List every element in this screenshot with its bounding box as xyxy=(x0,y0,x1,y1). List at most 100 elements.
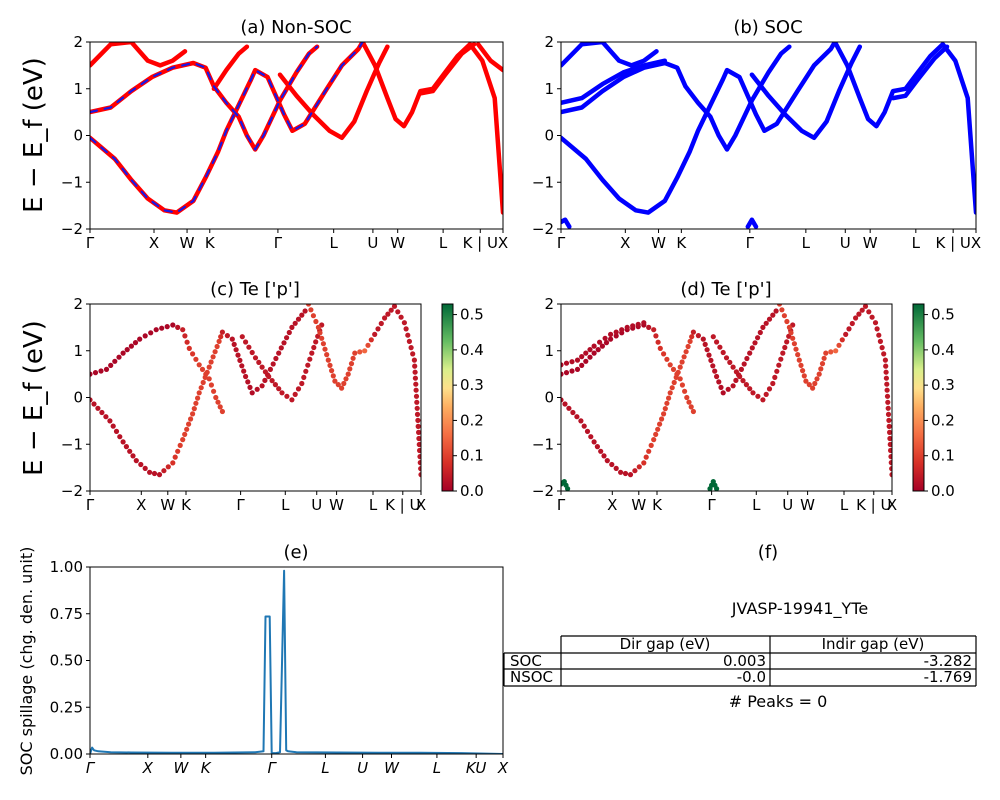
band-point xyxy=(821,355,827,361)
x-tick-label: Γ xyxy=(707,496,716,514)
x-tick-label: K xyxy=(181,496,192,514)
band-point xyxy=(661,411,667,417)
y-tick-label: 0 xyxy=(544,127,554,145)
panel-a-ylabel: E − E_f (eV) xyxy=(19,57,49,213)
band-point xyxy=(784,318,790,325)
band-point xyxy=(670,366,677,372)
y-tick-label: 0 xyxy=(73,389,83,407)
band-point xyxy=(655,426,661,432)
band-point xyxy=(313,318,319,325)
x-tick-label: U xyxy=(357,759,368,777)
x-tick-label: K xyxy=(676,234,687,252)
band-point xyxy=(561,362,564,368)
panel-e-frame xyxy=(89,566,504,755)
y-tick-label: 1 xyxy=(73,80,83,98)
band-point xyxy=(110,423,116,429)
colorbar-tick-label: 0.0 xyxy=(931,482,955,500)
band-point xyxy=(216,338,222,344)
band-point xyxy=(212,349,218,355)
band-point xyxy=(630,323,636,329)
band-point xyxy=(215,399,221,405)
band-point xyxy=(740,378,746,384)
band-point xyxy=(886,423,892,429)
band-point xyxy=(772,374,778,380)
band-point xyxy=(646,324,652,330)
band-point xyxy=(770,312,776,318)
panel-e-xticks: Γ X W K Γ L U W L KU X xyxy=(86,754,509,777)
band-point xyxy=(685,343,691,350)
band-point xyxy=(714,486,720,491)
band-line xyxy=(561,58,668,106)
band-point xyxy=(569,359,575,365)
x-tick-label: X xyxy=(607,496,617,514)
band-point xyxy=(262,377,268,383)
x-tick-label: X xyxy=(416,496,426,514)
band-point xyxy=(579,362,585,368)
band-point xyxy=(276,350,282,356)
panel-f-title: (f) xyxy=(758,542,778,563)
band-point xyxy=(414,399,420,405)
band-point xyxy=(403,326,409,332)
band-line xyxy=(561,44,792,152)
band-point xyxy=(172,454,178,460)
band-point xyxy=(681,354,687,360)
band-point xyxy=(325,357,331,363)
panel-f-subtitle: JVASP-19941_YTe xyxy=(731,599,868,619)
band-point xyxy=(781,313,788,319)
band-point xyxy=(714,373,720,380)
y-tick-label: −1 xyxy=(532,435,554,453)
band-point xyxy=(779,307,785,313)
band-point xyxy=(720,390,726,396)
band-point xyxy=(137,336,143,342)
band-point xyxy=(213,394,219,401)
band-point xyxy=(648,442,654,448)
band-point xyxy=(413,387,419,393)
band-point xyxy=(574,414,580,420)
band-line xyxy=(90,45,319,151)
band-point xyxy=(156,472,163,478)
band-point xyxy=(270,361,276,367)
band-point xyxy=(778,356,784,362)
band-point xyxy=(208,359,214,365)
band-point xyxy=(385,311,391,317)
band-point xyxy=(332,378,338,384)
band-point xyxy=(624,324,630,330)
y-tick-label: 1 xyxy=(544,80,554,98)
band-point xyxy=(818,366,824,372)
band-point xyxy=(177,442,183,448)
band-point xyxy=(147,469,153,475)
band-point xyxy=(886,417,892,423)
band-point xyxy=(95,405,101,411)
band-point xyxy=(186,345,192,351)
band-point xyxy=(350,355,356,361)
band-point xyxy=(279,390,285,396)
band-point xyxy=(601,453,607,459)
band-point xyxy=(273,355,279,362)
band-point xyxy=(712,368,718,374)
band-point xyxy=(193,356,199,362)
band-point xyxy=(636,464,642,470)
band-point xyxy=(883,375,890,381)
band-point xyxy=(862,304,869,309)
band-point xyxy=(117,434,123,440)
band-point xyxy=(710,334,716,340)
x-tick-label: X xyxy=(887,496,897,514)
panel-c-title: (c) Te ['p'] xyxy=(210,279,300,300)
band-point xyxy=(211,388,217,394)
band-point xyxy=(165,464,171,470)
band-point xyxy=(594,444,601,450)
band-point xyxy=(750,390,756,396)
band-point xyxy=(730,383,736,389)
band-point xyxy=(877,338,884,344)
band-point xyxy=(320,341,326,347)
band-point xyxy=(127,448,133,454)
band-point xyxy=(289,324,295,330)
x-tick-label: L xyxy=(281,496,290,514)
band-point xyxy=(295,386,302,392)
band-point xyxy=(708,357,714,363)
band-point xyxy=(151,470,158,477)
band-point xyxy=(339,385,345,391)
band-line xyxy=(561,217,572,229)
y-tick-label: −1 xyxy=(61,173,83,191)
